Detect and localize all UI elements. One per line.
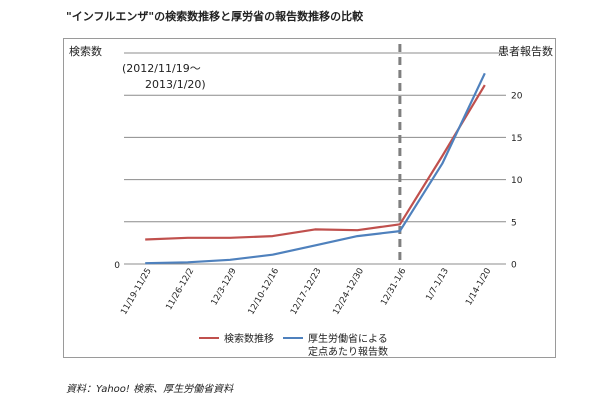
legend: 検索数推移 厚生労働省による 定点あたり報告数 xyxy=(199,332,388,358)
series-lines xyxy=(145,72,486,265)
source-note: 資料：Yahoo! 検索、厚生労働省資料 xyxy=(66,384,234,395)
y-left-axis-label: 検索数 xyxy=(69,44,102,58)
x-tick-1: 11/26-12/2 xyxy=(164,267,196,312)
x-tick-5: 12/24-12/30 xyxy=(331,267,366,317)
x-tick-7: 1/7-1/13 xyxy=(424,267,451,303)
annotation-line-1: (2012/11/19〜 xyxy=(122,62,201,75)
gridlines xyxy=(124,52,506,265)
y-right-ticks: 0 5 10 15 20 xyxy=(511,92,523,271)
legend-label-reports-2: 定点あたり報告数 xyxy=(308,345,388,358)
x-tick-3: 12/10-12/16 xyxy=(246,267,281,317)
x-tick-4: 12/17-12/23 xyxy=(289,267,324,317)
chart-title: "インフルエンザ"の検索数推移と厚労省の報告数推移の比較 xyxy=(66,10,364,23)
y-right-tick-20: 20 xyxy=(511,92,523,102)
series-line-search xyxy=(145,84,486,241)
y-right-axis-label: 患者報告数 xyxy=(498,45,553,58)
chart-frame xyxy=(63,38,556,358)
x-tick-6: 12/31-1/6 xyxy=(379,267,408,308)
x-tick-2: 12/3-12/9 xyxy=(209,267,238,308)
x-tick-0: 11/19-11/25 xyxy=(119,267,154,317)
legend-label-reports-1: 厚生労働省による xyxy=(308,332,388,345)
y-right-tick-5: 5 xyxy=(511,218,517,228)
y-left-tick-0: 0 xyxy=(114,261,120,271)
y-right-tick-0: 0 xyxy=(511,261,517,271)
series-line-reports xyxy=(145,72,486,265)
y-right-tick-10: 10 xyxy=(511,176,523,186)
x-tick-8: 1/14-1/20 xyxy=(464,267,493,308)
x-axis-ticks: 11/19-11/25 11/26-12/2 12/3-12/9 12/10-12/1… xyxy=(119,267,493,317)
legend-label-search: 検索数推移 xyxy=(224,332,274,345)
y-right-tick-15: 15 xyxy=(511,134,522,144)
annotation-line-2: 2013/1/20) xyxy=(145,78,206,91)
